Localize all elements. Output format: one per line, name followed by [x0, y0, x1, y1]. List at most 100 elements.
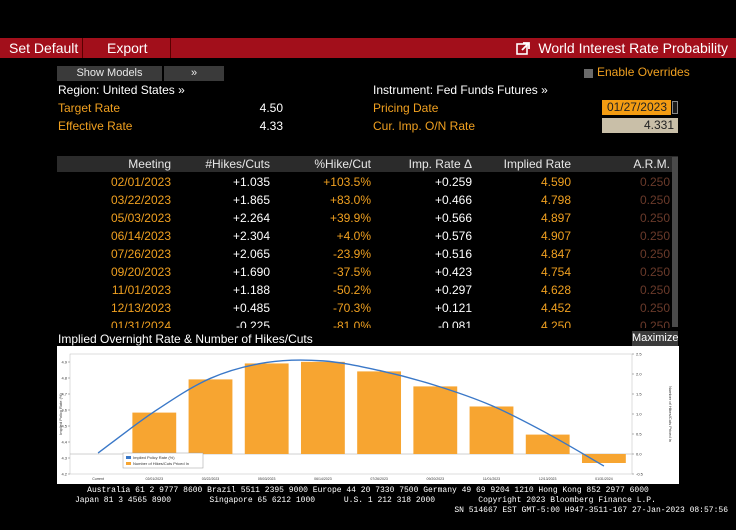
- set-default-button[interactable]: Set Default: [9, 40, 79, 56]
- cell-implied-rate: 4.590: [540, 175, 571, 189]
- table-scrollbar[interactable]: [672, 157, 678, 327]
- window-title-text: World Interest Rate Probability: [538, 40, 728, 56]
- table-row[interactable]: 01/31/2024 -0.225 -81.0% -0.081 4.250 0.250: [57, 317, 671, 328]
- cell-meeting: 05/03/2023: [110, 211, 171, 225]
- header-hikes-cuts[interactable]: #Hikes/Cuts: [205, 157, 270, 171]
- cur-imp-rate-field[interactable]: 4.331: [602, 118, 678, 133]
- cell-hikes-cuts: +2.264: [232, 211, 270, 225]
- hikes-bar: [581, 454, 626, 463]
- table-row[interactable]: 06/14/2023 +2.304 +4.0% +0.576 4.907 0.250: [57, 227, 671, 245]
- cell-pct-hike-cut: +39.9%: [329, 211, 371, 225]
- table-header: Meeting #Hikes/Cuts %Hike/Cut Imp. Rate …: [57, 156, 678, 172]
- cell-imp-rate-delta: +0.259: [434, 175, 472, 189]
- x-tick-label: 06/14/2023: [314, 477, 332, 481]
- y2-tick-label: -0.5: [636, 472, 644, 477]
- show-models-button[interactable]: Show Models: [57, 66, 162, 81]
- table-row[interactable]: 11/01/2023 +1.188 -50.2% +0.297 4.628 0.250: [57, 281, 671, 299]
- header-implied-rate[interactable]: Implied Rate: [503, 157, 571, 171]
- effective-rate-value: 4.33: [259, 119, 283, 133]
- table-row[interactable]: 09/20/2023 +1.690 -37.5% +0.423 4.754 0.250: [57, 263, 671, 281]
- cell-arm: 0.250: [639, 301, 670, 315]
- y2-tick-label: 0.0: [636, 452, 642, 457]
- y-tick-label: 4.2: [61, 472, 67, 477]
- cell-arm: 0.250: [639, 319, 670, 328]
- y2-tick-label: 2.5: [636, 352, 642, 357]
- header-imp-rate-delta[interactable]: Imp. Rate Δ: [408, 157, 472, 171]
- header-pct-hike-cut[interactable]: %Hike/Cut: [314, 157, 371, 171]
- maximize-button[interactable]: Maximize: [632, 331, 679, 346]
- cell-arm: 0.250: [639, 283, 670, 297]
- cell-meeting: 07/26/2023: [110, 247, 171, 261]
- footer-session-line: SN 514667 EST GMT-5:00 H947-3511-167 27-…: [454, 506, 728, 515]
- cell-pct-hike-cut: -37.5%: [332, 265, 371, 279]
- chart-legend: Implied Policy Rate (%) Number of Hikes/…: [122, 452, 204, 469]
- implied-rate-line: [97, 359, 605, 467]
- y2-tick-label: 1.0: [636, 412, 642, 417]
- cell-hikes-cuts: -0.225: [235, 319, 270, 328]
- cell-hikes-cuts: +1.690: [232, 265, 270, 279]
- header-arm[interactable]: A.R.M.: [633, 157, 670, 171]
- enable-overrides-checkbox[interactable]: [584, 69, 593, 78]
- cell-hikes-cuts: +1.035: [232, 175, 270, 189]
- x-tick-label: 12/13/2023: [539, 477, 557, 481]
- cell-meeting: 03/22/2023: [110, 193, 171, 207]
- x-tick-label: 11/01/2023: [483, 477, 500, 481]
- enable-overrides-label[interactable]: Enable Overrides: [597, 65, 690, 79]
- top-toolbar: Set Default Export World Interest Rate P…: [0, 38, 736, 58]
- probability-table: Meeting #Hikes/Cuts %Hike/Cut Imp. Rate …: [57, 156, 678, 328]
- cell-hikes-cuts: +1.865: [232, 193, 270, 207]
- cell-pct-hike-cut: -70.3%: [332, 301, 371, 315]
- y2-axis-title: Number of Hikes/Cuts Priced In: [668, 386, 673, 442]
- export-button[interactable]: Export: [107, 40, 148, 56]
- cell-pct-hike-cut: -81.0%: [332, 319, 371, 328]
- table-row[interactable]: 05/03/2023 +2.264 +39.9% +0.566 4.897 0.250: [57, 209, 671, 227]
- hikes-bar: [244, 363, 289, 454]
- cell-hikes-cuts: +1.188: [232, 283, 270, 297]
- pricing-date-field[interactable]: 01/27/2023: [602, 100, 671, 115]
- show-models-expand-button[interactable]: »: [164, 66, 224, 81]
- y-tick-label: 4.9: [61, 360, 67, 365]
- x-tick-label: 09/20/2023: [427, 477, 445, 481]
- region-selector[interactable]: Region: United States »: [58, 83, 185, 97]
- x-tick-label: Current: [92, 477, 104, 481]
- cell-arm: 0.250: [639, 265, 670, 279]
- window-title: World Interest Rate Probability: [516, 38, 728, 58]
- table-row[interactable]: 12/13/2023 +0.485 -70.3% +0.121 4.452 0.250: [57, 299, 671, 317]
- cell-imp-rate-delta: -0.081: [437, 319, 472, 328]
- instrument-selector[interactable]: Instrument: Fed Funds Futures »: [373, 83, 548, 97]
- table-row[interactable]: 02/01/2023 +1.035 +103.5% +0.259 4.590 0.250: [57, 173, 671, 191]
- cell-imp-rate-delta: +0.516: [434, 247, 472, 261]
- toolbar-divider: [170, 38, 171, 58]
- y-tick-label: 4.7: [61, 392, 67, 397]
- header-meeting[interactable]: Meeting: [128, 157, 171, 171]
- cell-arm: 0.250: [639, 211, 670, 225]
- chart-title: Implied Overnight Rate & Number of Hikes…: [58, 332, 313, 346]
- cell-meeting: 09/20/2023: [110, 265, 171, 279]
- cell-implied-rate: 4.754: [540, 265, 571, 279]
- cell-arm: 0.250: [639, 175, 670, 189]
- cell-arm: 0.250: [639, 229, 670, 243]
- table-row[interactable]: 03/22/2023 +1.865 +83.0% +0.466 4.798 0.250: [57, 191, 671, 209]
- table-row[interactable]: 07/26/2023 +2.065 -23.9% +0.516 4.847 0.250: [57, 245, 671, 263]
- toolbar-divider: [82, 38, 83, 58]
- hikes-bar: [525, 434, 570, 454]
- calendar-icon[interactable]: [672, 101, 678, 114]
- cell-imp-rate-delta: +0.423: [434, 265, 472, 279]
- x-tick-label: 02/01/2023: [146, 477, 164, 481]
- pricing-date-label: Pricing Date: [373, 101, 439, 115]
- external-link-icon[interactable]: [516, 40, 531, 60]
- cell-implied-rate: 4.897: [540, 211, 571, 225]
- y2-tick-label: 0.5: [636, 432, 642, 437]
- legend-label-line: Implied Policy Rate (%): [133, 455, 175, 460]
- cell-meeting: 06/14/2023: [110, 229, 171, 243]
- cell-pct-hike-cut: -23.9%: [332, 247, 371, 261]
- cell-arm: 0.250: [639, 193, 670, 207]
- implied-rate-chart: 4.9 4.8 4.7 4.6 4.5 4.4 4.3 4.2 2.5 2.0 1.5 1.0 0.5 0…: [57, 346, 679, 484]
- footer-contacts-line2: Japan 81 3 4565 8900 Singapore 65 6212 1…: [75, 496, 656, 505]
- cell-imp-rate-delta: +0.566: [434, 211, 472, 225]
- cell-meeting: 12/13/2023: [110, 301, 171, 315]
- cur-imp-rate-label: Cur. Imp. O/N Rate: [373, 119, 476, 133]
- cell-pct-hike-cut: -50.2%: [332, 283, 371, 297]
- hikes-bar: [357, 371, 402, 454]
- cell-imp-rate-delta: +0.466: [434, 193, 472, 207]
